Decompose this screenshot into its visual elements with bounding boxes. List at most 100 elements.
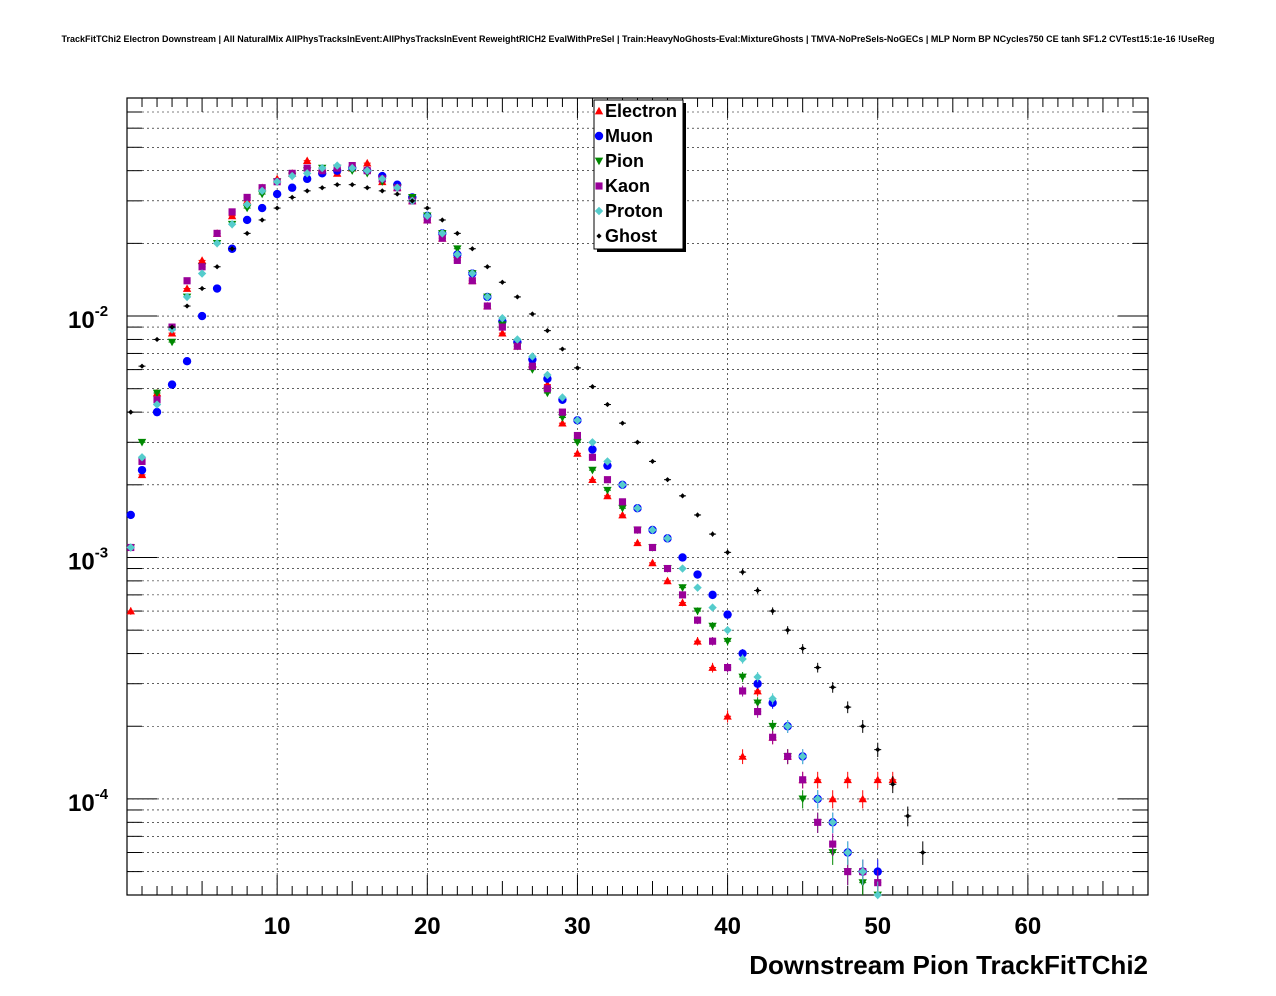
data-point: [739, 687, 747, 695]
data-point: [558, 414, 567, 422]
data-point: [349, 182, 355, 188]
data-point: [257, 203, 267, 213]
data-point: [182, 284, 192, 292]
data-point: [708, 590, 717, 600]
data-point: [454, 230, 460, 236]
data-point: [469, 246, 475, 252]
legend-box: [593, 99, 684, 250]
data-point: [364, 185, 370, 191]
data-point: [723, 625, 732, 635]
data-point: [393, 183, 402, 192]
y-tick-labels: 10-2 10-3 10-4: [68, 303, 109, 817]
data-point: [769, 733, 777, 741]
data-point: [634, 439, 641, 445]
data-point: [798, 795, 807, 804]
data-point: [604, 401, 611, 408]
data-point: [708, 663, 717, 671]
data-point: [126, 510, 135, 520]
data-point: [588, 438, 597, 447]
data-point: [154, 336, 160, 343]
data-point: [723, 637, 732, 646]
data-point: [513, 342, 521, 350]
data-point: [137, 438, 147, 447]
data-point: [693, 583, 702, 592]
data-point: [678, 584, 687, 592]
data-point: [738, 654, 747, 664]
data-point: [693, 637, 702, 645]
series-ghost: [127, 182, 927, 865]
data-point: [182, 292, 192, 302]
data-point: [603, 461, 612, 470]
data-point: [453, 256, 461, 264]
legend-label: Muon: [605, 126, 653, 146]
data-point: [588, 453, 597, 461]
data-point: [738, 673, 747, 682]
legend-marker: [594, 131, 604, 141]
data-point: [785, 627, 791, 633]
data-point: [648, 558, 657, 567]
data-point: [453, 245, 462, 253]
data-point: [573, 416, 582, 425]
data-point: [438, 229, 447, 238]
data-point: [588, 475, 597, 484]
data-point: [528, 352, 537, 361]
data-point: [543, 370, 552, 380]
data-point: [289, 194, 295, 201]
data-point: [724, 549, 731, 555]
legend-label: Electron: [605, 101, 677, 121]
data-point: [302, 169, 312, 178]
data-point: [543, 385, 551, 393]
legend-label: Kaon: [605, 176, 650, 196]
data-point: [499, 279, 505, 285]
data-point: [137, 453, 147, 462]
chart-title: TrackFitTChi2 Electron Downstream | All …: [62, 34, 1215, 44]
data-point: [890, 781, 896, 787]
data-point: [559, 346, 566, 352]
data-point: [679, 493, 686, 499]
data-point: [424, 205, 430, 211]
legend-marker: [594, 157, 604, 166]
legend-entry-ghost: Ghost: [596, 226, 657, 246]
data-point: [513, 335, 522, 344]
legend-marker: [594, 106, 604, 115]
data-point: [438, 234, 446, 242]
data-point: [633, 526, 642, 534]
data-point: [799, 776, 807, 784]
data-point: [573, 431, 582, 440]
data-point: [724, 663, 732, 672]
y-tick-label: 10-4: [68, 786, 109, 817]
data-point: [740, 569, 746, 575]
legend-marker: [595, 182, 603, 190]
data-point: [453, 250, 462, 259]
data-point: [153, 396, 161, 404]
data-point: [755, 587, 761, 594]
data-point: [244, 230, 250, 236]
data-point: [618, 498, 627, 506]
data-point: [619, 420, 626, 426]
data-point: [648, 525, 657, 535]
data-point: [528, 362, 536, 370]
data-point: [753, 686, 762, 695]
data-point: [498, 328, 507, 337]
data-point: [483, 302, 491, 310]
data-point: [678, 598, 687, 607]
data-point: [709, 637, 717, 645]
y-tick-label: 10-3: [68, 544, 108, 575]
data-point: [633, 503, 642, 513]
data-point: [126, 606, 135, 615]
legend-entry-pion: Pion: [594, 151, 644, 171]
data-point: [814, 818, 822, 826]
data-point: [272, 189, 282, 199]
data-point: [483, 292, 492, 302]
x-tick-label: 30: [564, 913, 591, 940]
legend-label: Pion: [605, 151, 644, 171]
data-point: [259, 217, 265, 223]
data-point: [348, 163, 357, 173]
data-point: [648, 543, 657, 552]
data-point: [693, 607, 702, 616]
data-point: [664, 477, 671, 483]
data-point: [514, 294, 520, 300]
data-point: [858, 867, 867, 876]
data-point: [272, 177, 282, 186]
data-point: [875, 747, 881, 753]
